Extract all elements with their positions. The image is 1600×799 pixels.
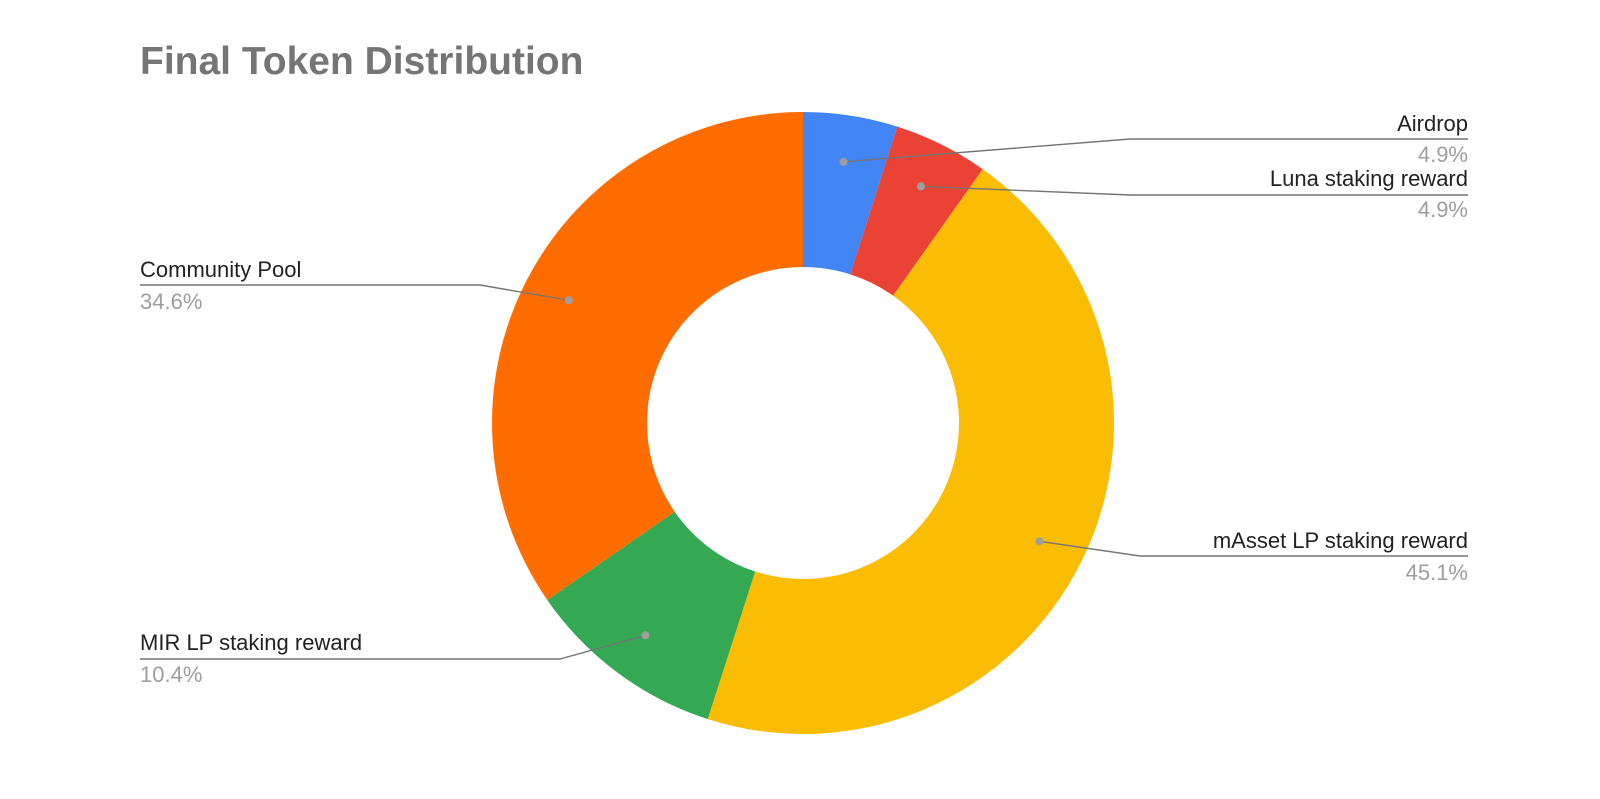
slice-masset-lp-staking-reward[interactable] xyxy=(707,169,1114,734)
slice-community-pool[interactable] xyxy=(492,112,803,600)
leader-line-masset-lp-staking-reward xyxy=(1039,540,1468,557)
chart-title: Final Token Distribution xyxy=(140,40,584,83)
slice-label-community-pool: Community Pool xyxy=(140,257,301,282)
leader-dot-mir-lp-staking-reward xyxy=(641,631,650,640)
slice-airdrop[interactable] xyxy=(803,112,898,275)
leader-dot-community-pool xyxy=(564,296,573,305)
slice-label-luna-staking-reward: Luna staking reward xyxy=(1270,166,1468,191)
slice-value-mir-lp-staking-reward: 10.4% xyxy=(140,662,202,687)
slice-label-masset-lp-staking-reward: mAsset LP staking reward xyxy=(1213,528,1468,553)
slice-value-community-pool: 34.6% xyxy=(140,289,202,314)
slice-label-airdrop: Airdrop xyxy=(1397,111,1468,136)
leader-dot-masset-lp-staking-reward xyxy=(1035,537,1044,546)
leader-line-community-pool xyxy=(140,284,569,301)
slice-value-luna-staking-reward: 4.9% xyxy=(1418,197,1468,222)
slice-value-masset-lp-staking-reward: 45.1% xyxy=(1406,560,1468,585)
leader-dot-luna-staking-reward xyxy=(916,182,925,191)
slice-label-mir-lp-staking-reward: MIR LP staking reward xyxy=(140,630,362,655)
slice-mir-lp-staking-reward[interactable] xyxy=(547,511,756,720)
slice-value-airdrop: 4.9% xyxy=(1418,142,1468,167)
slice-luna-staking-reward[interactable] xyxy=(850,126,983,296)
leader-line-luna-staking-reward xyxy=(920,185,1468,196)
leader-dot-airdrop xyxy=(839,157,848,166)
leader-line-airdrop xyxy=(843,138,1468,163)
leader-line-mir-lp-staking-reward xyxy=(140,634,646,660)
